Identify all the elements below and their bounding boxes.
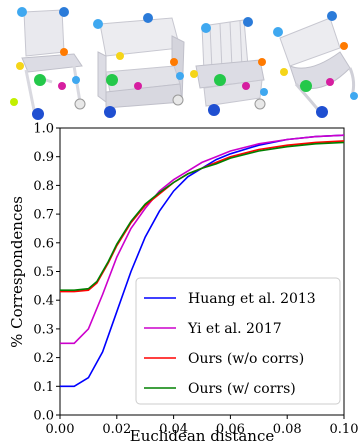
y-axis-ticks: 0.0 0.1 0.2 0.3 0.4 0.5 0.6 0.7 0.8 0.9 1.0 bbox=[33, 122, 60, 424]
x-axis-label: Euclidean distance bbox=[130, 427, 275, 445]
keypoint-4 bbox=[190, 70, 198, 78]
y-tick-label: 0.6 bbox=[33, 236, 54, 251]
keypoint-9 bbox=[172, 94, 184, 106]
chair-thumbnail-3 bbox=[190, 17, 268, 116]
y-tick-label: 0.1 bbox=[33, 380, 54, 395]
keypoint-3 bbox=[170, 58, 178, 66]
x-tick-label: 0.00 bbox=[46, 422, 75, 437]
keypoint-7 bbox=[350, 92, 358, 100]
y-tick-label: 0.5 bbox=[33, 265, 54, 280]
y-tick-label: 1.0 bbox=[33, 122, 54, 137]
keypoint-3 bbox=[340, 42, 348, 50]
y-tick-label: 0.2 bbox=[33, 351, 54, 366]
keypoint-6 bbox=[326, 78, 334, 86]
y-tick-label: 0.8 bbox=[33, 179, 54, 194]
keypoint-1 bbox=[273, 27, 283, 37]
keypoint-4 bbox=[116, 52, 124, 60]
y-tick-label: 0.3 bbox=[33, 322, 54, 337]
keypoint-5 bbox=[214, 74, 226, 86]
keypoint-4 bbox=[280, 68, 288, 76]
series-line-2 bbox=[60, 134, 345, 345]
keypoint-10 bbox=[10, 98, 18, 106]
keypoint-9 bbox=[254, 98, 266, 110]
keypoint-6 bbox=[242, 82, 250, 90]
series-line-3 bbox=[60, 140, 345, 293]
keypoint-5 bbox=[300, 80, 312, 92]
keypoint-1 bbox=[93, 19, 103, 29]
x-tick-label: 0.06 bbox=[216, 422, 245, 437]
keypoint-5 bbox=[34, 74, 46, 86]
series-layer bbox=[60, 134, 345, 388]
x-axis-ticks: 0.00 0.02 0.04 0.06 0.08 0.10 bbox=[46, 415, 359, 437]
keypoint-8 bbox=[104, 106, 116, 118]
legend-label-3: Ours (w/o corrs) bbox=[188, 351, 304, 367]
x-tick-label: 0.04 bbox=[159, 422, 188, 437]
keypoint-1 bbox=[201, 23, 211, 33]
keypoint-1 bbox=[17, 7, 27, 17]
x-tick-label: 0.08 bbox=[273, 422, 302, 437]
x-tick-label: 0.02 bbox=[102, 422, 131, 437]
chair-thumbnail-1 bbox=[10, 7, 86, 120]
x-tick-label: 0.10 bbox=[330, 422, 359, 437]
series-line-4 bbox=[60, 141, 345, 292]
legend: Huang et al. 2013 Yi et al. 2017 Ours (w/o… bbox=[135, 277, 341, 405]
chair-thumbnails bbox=[10, 7, 358, 120]
keypoint-7 bbox=[260, 88, 268, 96]
keypoint-7 bbox=[176, 72, 184, 80]
line-chart: 0.00 0.02 0.04 0.06 0.08 0.10 0.0 0.1 0.2 0.3 0.4… bbox=[8, 122, 358, 446]
keypoint-8 bbox=[32, 108, 44, 120]
keypoint-8 bbox=[208, 104, 220, 116]
legend-label-1: Huang et al. 2013 bbox=[188, 291, 316, 307]
legend-label-2: Yi et al. 2017 bbox=[187, 321, 282, 337]
keypoint-2 bbox=[327, 11, 337, 21]
legend-label-4: Ours (w/ corrs) bbox=[188, 381, 296, 397]
keypoint-6 bbox=[134, 82, 142, 90]
keypoint-3 bbox=[60, 48, 68, 56]
y-tick-label: 0.7 bbox=[33, 208, 54, 223]
keypoint-2 bbox=[59, 7, 69, 17]
keypoint-9 bbox=[74, 98, 86, 110]
keypoint-2 bbox=[243, 17, 253, 27]
keypoint-3 bbox=[258, 58, 266, 66]
keypoint-5 bbox=[106, 74, 118, 86]
legend-box bbox=[135, 277, 341, 405]
series-line-1 bbox=[60, 134, 345, 388]
keypoint-6 bbox=[58, 82, 66, 90]
keypoint-2 bbox=[143, 13, 153, 23]
chair-thumbnail-2 bbox=[93, 13, 185, 118]
chair-thumbnail-4 bbox=[273, 11, 358, 118]
keypoint-7 bbox=[72, 76, 80, 84]
keypoint-4 bbox=[16, 62, 24, 70]
y-tick-label: 0.9 bbox=[33, 150, 54, 165]
keypoint-8 bbox=[316, 106, 328, 118]
y-tick-label: 0.0 bbox=[33, 409, 54, 424]
y-tick-label: 0.4 bbox=[33, 294, 54, 309]
y-axis-label: % Correspondences bbox=[8, 196, 26, 348]
